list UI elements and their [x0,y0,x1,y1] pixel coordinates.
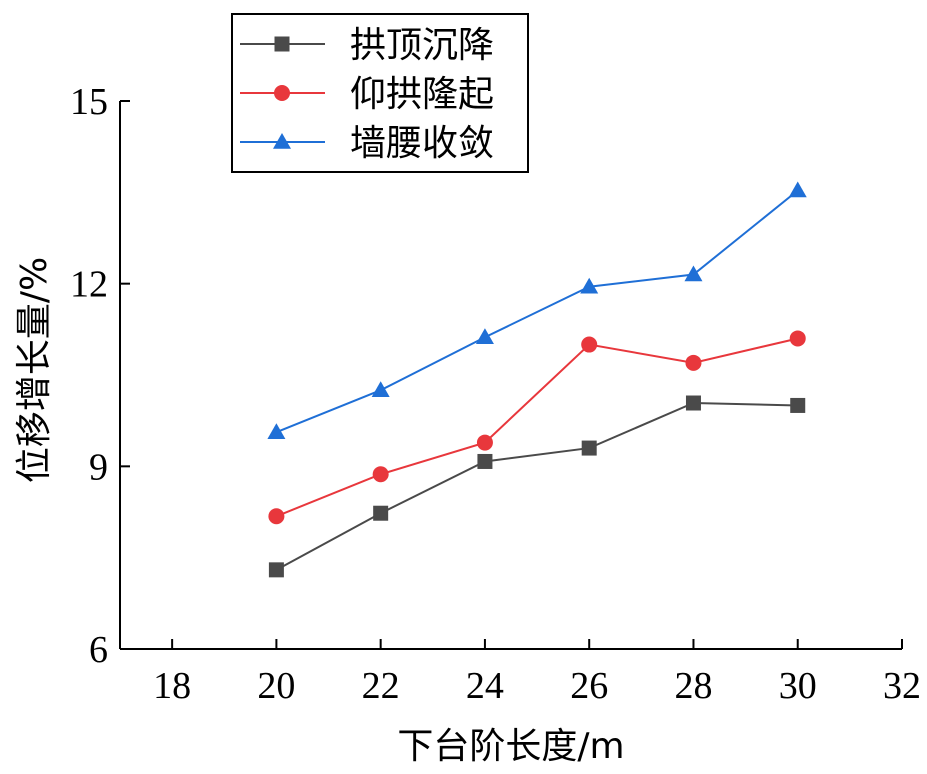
y-tick-label: 9 [89,446,108,488]
series-line [276,337,798,518]
data-point [372,466,389,483]
data-point [788,181,807,198]
legend-label: 拱顶沉降 [350,25,494,66]
data-point [685,395,701,411]
data-point [371,381,390,397]
x-axis-title: 下台阶长度/m [397,726,624,767]
legend-marker [274,36,290,52]
legend-label: 仰拱隆起 [350,74,494,115]
data-point [267,423,286,439]
x-tick-label: 22 [362,665,400,707]
data-point [581,440,597,456]
x-tick-label: 32 [883,665,921,707]
data-point [580,277,599,294]
x-tick-label: 30 [779,665,817,707]
x-tick-label: 28 [674,665,712,707]
legend-marker [273,133,291,149]
series-layer [267,181,807,578]
data-point [581,336,598,353]
series-3 [267,181,807,439]
data-point [477,453,493,469]
series-line [276,189,799,434]
series-1 [268,395,806,578]
x-tick-label: 18 [153,665,191,707]
data-point [268,508,285,525]
data-point [790,397,806,413]
axes: 18 20 22 24 26 28 30 32 6 9 12 15 [70,81,921,707]
y-tick-label: 6 [89,629,108,671]
legend-label: 墙腰收敛 [350,123,494,164]
data-point [789,330,806,347]
x-tick-label: 26 [570,665,608,707]
data-point [475,328,494,344]
series-2 [268,330,806,525]
data-point [685,354,702,371]
data-point [476,434,493,451]
data-point [268,562,284,578]
y-tick-label: 15 [70,81,108,123]
y-axis-title: 位移增长量/% [14,257,55,483]
data-point [373,505,389,521]
x-tick-label: 20 [257,665,295,707]
x-tick-label: 24 [466,665,504,707]
series-line [275,402,798,571]
data-point [684,265,703,282]
y-tick-label: 12 [70,264,108,306]
legend-marker [274,85,290,101]
